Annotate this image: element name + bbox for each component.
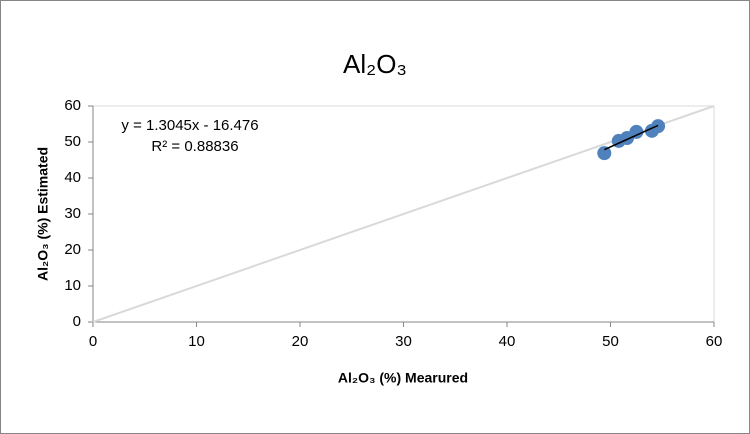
- identity-line: [92, 105, 715, 323]
- chart-title: Al₂O₃: [343, 49, 407, 79]
- x-tick-label: 20: [292, 333, 309, 350]
- y-tick-label: 50: [64, 133, 81, 150]
- equation-annotation: y = 1.3045x - 16.476: [121, 117, 258, 134]
- y-tick-label: 60: [64, 97, 81, 114]
- trendline: [603, 124, 659, 151]
- y-tick-label: 0: [73, 313, 81, 330]
- r-squared-annotation: R² = 0.88836: [151, 138, 238, 155]
- x-tick-label: 40: [499, 333, 516, 350]
- y-tick-label: 10: [64, 277, 81, 294]
- x-tick-label: 10: [188, 333, 205, 350]
- x-tick-label: 50: [602, 333, 619, 350]
- scatter-point: [597, 146, 612, 161]
- x-tick-label: 60: [706, 333, 723, 350]
- y-tick-label: 20: [64, 241, 81, 258]
- x-axis-label: Al₂O₃ (%) Mearured: [338, 370, 468, 386]
- y-tick-label: 30: [64, 205, 81, 222]
- x-tick-label: 30: [395, 333, 412, 350]
- y-tick-label: 40: [64, 169, 81, 186]
- y-axis-label: Al₂O₃ (%) Estimated: [35, 147, 51, 281]
- x-tick-label: 0: [89, 333, 97, 350]
- scatter-point: [629, 124, 644, 139]
